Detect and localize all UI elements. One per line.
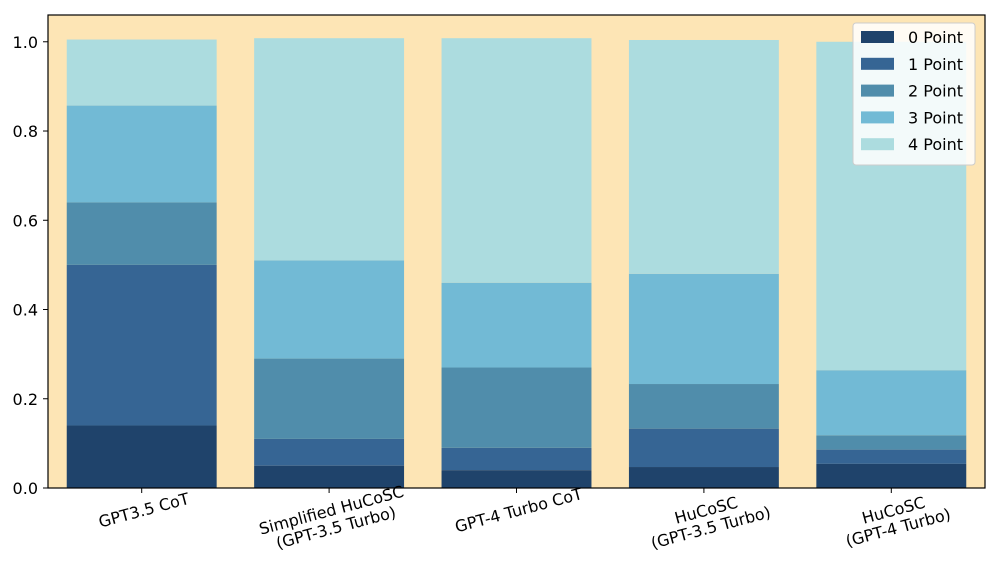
bar-segment-1-4-point <box>66 39 217 106</box>
bar-segment-1-0-point <box>66 425 217 488</box>
x-axis: GPT3.5 CoT Simplified HuCoSC(GPT-3.5 Turb… <box>96 482 953 553</box>
bar-segment-1-3-point <box>66 105 217 203</box>
bar-segment-1-2-point <box>66 202 217 265</box>
bar-segment-3-0-point <box>441 470 592 488</box>
y-tick-label: 0.2 <box>13 390 38 409</box>
y-tick-label: 0.0 <box>13 479 38 498</box>
legend-label: 4 Point <box>908 135 963 154</box>
bar-segment-4-4-point <box>628 39 779 274</box>
x-tick-label-group: HuCoSC(GPT-3.5 Turbo) <box>649 493 773 553</box>
bar-segment-5-3-point <box>816 370 967 436</box>
y-axis: 0.0 0.2 0.4 0.6 0.8 1.0 <box>13 33 48 498</box>
legend: 0 Point 1 Point 2 Point 3 Point 4 Point <box>852 22 976 166</box>
bar-segment-3-4-point <box>441 38 592 283</box>
y-tick-label: 1.0 <box>13 33 38 52</box>
legend-label: 0 Point <box>908 28 963 47</box>
bar-segment-4-0-point <box>628 467 779 488</box>
bar-segment-2-3-point <box>254 260 405 359</box>
bar-segment-1-1-point <box>66 264 217 426</box>
x-tick-label-group: GPT-4 Turbo CoT <box>453 484 585 536</box>
bar-segment-5-2-point <box>816 435 967 450</box>
bars-group <box>66 38 967 488</box>
bar-segment-2-4-point <box>254 38 405 261</box>
bar-segment-4-3-point <box>628 273 779 385</box>
bar-segment-3-1-point <box>441 447 592 471</box>
legend-label: 3 Point <box>908 108 963 127</box>
y-tick-label: 0.4 <box>13 301 38 320</box>
legend-label: 1 Point <box>908 55 963 74</box>
y-tick-label: 0.8 <box>13 122 38 141</box>
bar-segment-4-1-point <box>628 428 779 468</box>
legend-label: 2 Point <box>908 82 963 101</box>
legend-swatch-0-point <box>861 31 894 43</box>
bar-segment-4-2-point <box>628 384 779 429</box>
bar-segment-3-3-point <box>441 282 592 368</box>
y-tick-label: 0.6 <box>13 211 38 230</box>
bar-segment-3-2-point <box>441 367 592 448</box>
x-tick-label-group: GPT3.5 CoT <box>96 489 191 532</box>
bar-segment-2-0-point <box>254 465 405 488</box>
x-tick-label: GPT3.5 CoT <box>96 489 191 532</box>
legend-swatch-1-point <box>861 57 894 70</box>
x-tick-label-group: HuCoSC(GPT-4 Turbo) <box>844 493 953 551</box>
legend-swatch-3-point <box>861 111 894 124</box>
x-tick-label-group: Simplified HuCoSC(GPT-3.5 Turbo) <box>257 482 406 553</box>
legend-swatch-2-point <box>861 84 894 97</box>
bar-segment-2-2-point <box>254 358 405 439</box>
bar-segment-2-1-point <box>254 438 405 466</box>
legend-swatch-4-point <box>861 138 894 151</box>
bar-segment-5-0-point <box>816 463 967 488</box>
x-tick-label: GPT-4 Turbo CoT <box>453 484 585 536</box>
bar-segment-5-1-point <box>816 449 967 464</box>
